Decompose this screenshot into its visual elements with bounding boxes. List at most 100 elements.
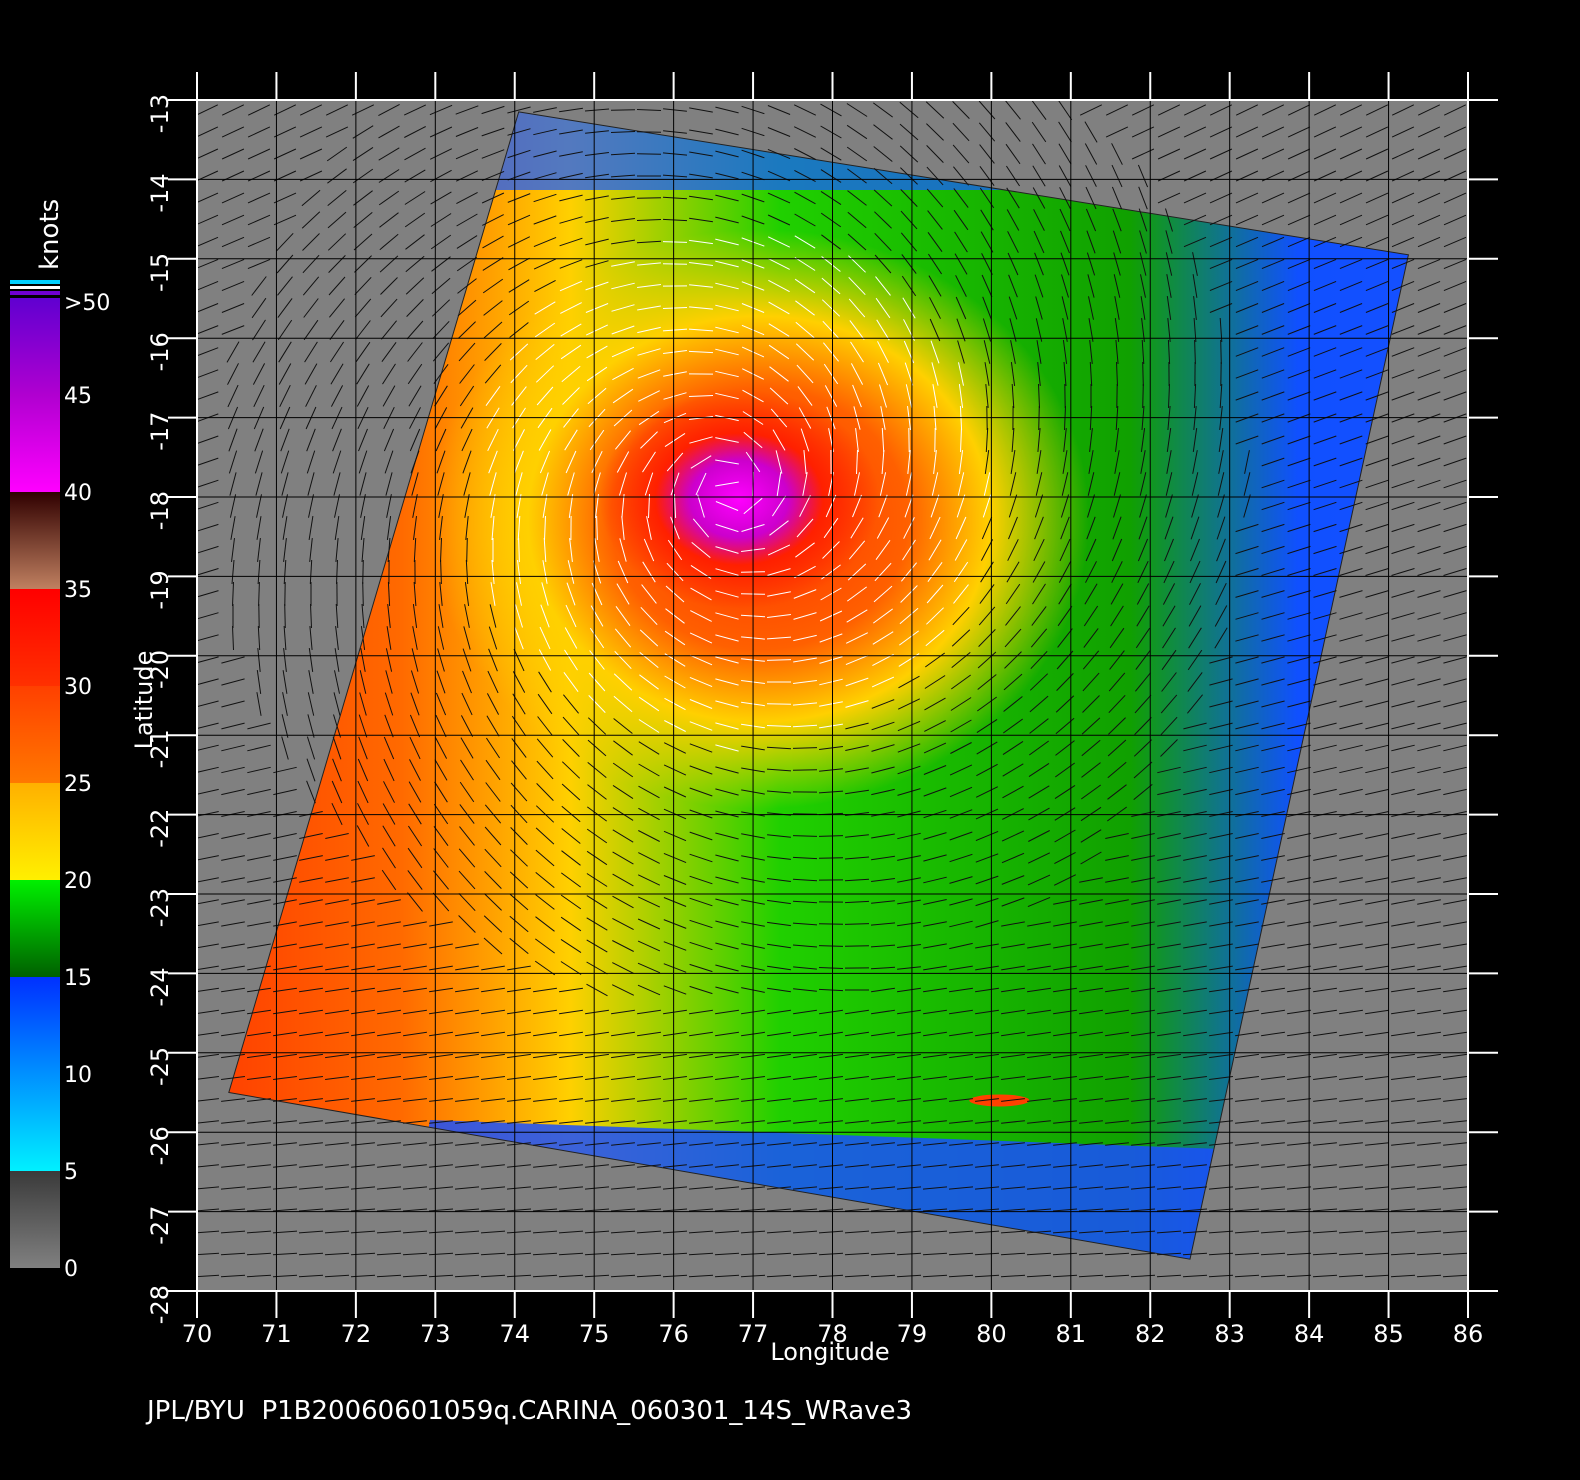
wind-barb: [1313, 104, 1337, 116]
wind-barb: [333, 472, 341, 496]
wind-barb: [335, 538, 339, 562]
wind-barb: [1031, 606, 1047, 626]
wind-barb: [507, 1142, 531, 1146]
wind-barb: [664, 720, 686, 732]
wind-barb: [1057, 100, 1073, 121]
wind-barb: [378, 125, 400, 139]
wind-barb: [1261, 612, 1285, 620]
wind-barb: [490, 494, 496, 518]
wind-barb: [1417, 965, 1441, 971]
wind-barb: [792, 922, 818, 926]
wind-barb: [976, 741, 998, 755]
wind-barb: [1010, 340, 1016, 364]
wind-barb: [1287, 303, 1311, 313]
wind-barb: [273, 1164, 297, 1168]
wind-barb: [1235, 1098, 1259, 1102]
wind-barb: [1053, 1120, 1077, 1124]
wind-barb: [1313, 1076, 1337, 1080]
wind-barb: [585, 195, 609, 201]
wind-barb: [1131, 1076, 1155, 1080]
wind-barb: [899, 101, 919, 119]
wind-barb: [715, 898, 739, 906]
wind-barb: [1261, 656, 1285, 664]
lat-tick-label: -21: [146, 729, 174, 768]
wind-barb: [381, 342, 397, 362]
wind-barb: [247, 1142, 271, 1146]
wind-barb: [507, 171, 531, 181]
wind-barb: [507, 236, 531, 248]
wind-barb: [560, 302, 582, 314]
wind-barb: [298, 1230, 324, 1234]
wind-barb: [535, 849, 555, 867]
wind-barb: [299, 987, 323, 993]
wind-barb: [877, 341, 889, 363]
wind-barb: [1183, 899, 1207, 905]
wind-barb: [506, 1274, 532, 1278]
wind-barb: [975, 1164, 999, 1168]
wind-barb: [440, 559, 442, 585]
wind-barb: [335, 603, 339, 629]
wind-barb: [410, 692, 420, 716]
wind-barb: [1087, 274, 1095, 298]
wind-barb: [613, 673, 633, 691]
wind-barb: [560, 961, 582, 975]
wind-barb: [560, 344, 582, 360]
wind-barb: [1008, 516, 1018, 540]
wind-barb: [437, 472, 445, 496]
wind-barb: [689, 676, 713, 688]
wind-barb: [1443, 148, 1467, 160]
wind-barb: [1235, 943, 1259, 949]
wind-barb: [767, 1076, 791, 1080]
wind-barb: [1313, 1120, 1337, 1124]
wind-barb: [881, 427, 885, 453]
wind-barb: [1443, 1164, 1467, 1168]
wind-barb: [484, 871, 502, 889]
wind-barb: [256, 692, 262, 716]
wind-barb: [509, 938, 529, 954]
wind-barb: [621, 494, 625, 518]
wind-barb: [1313, 126, 1337, 138]
wind-barb: [298, 1208, 324, 1212]
wind-barb: [1028, 830, 1050, 842]
wind-barb: [975, 1009, 999, 1015]
wind-barb: [1089, 361, 1093, 387]
wind-barb: [532, 1252, 558, 1256]
wind-barb: [767, 1098, 791, 1102]
wind-barb: [1111, 561, 1123, 583]
wind-barb: [688, 1208, 714, 1212]
wind-barb: [1002, 740, 1024, 756]
wind-barb: [769, 520, 789, 536]
wind-barb: [1338, 1230, 1364, 1234]
wind-barb: [540, 604, 550, 628]
wind-barb: [1442, 1186, 1468, 1190]
wind-barb: [1417, 811, 1441, 817]
wind-barb: [1339, 303, 1363, 313]
wind-barb: [1365, 811, 1389, 817]
wind-barb: [1157, 148, 1181, 160]
wind-barb: [689, 217, 713, 223]
wind-barb: [689, 306, 713, 310]
wind-barb: [1261, 678, 1285, 686]
wind-barb: [1235, 612, 1259, 620]
wind-barb: [820, 125, 842, 139]
wind-barb: [714, 1208, 740, 1212]
wind-barb: [854, 472, 860, 496]
colorbar-cap-1: [10, 280, 60, 284]
wind-barb: [819, 768, 843, 772]
wind-barb: [1313, 788, 1337, 796]
wind-barb: [403, 104, 427, 116]
lat-tick-label: -19: [146, 570, 174, 609]
wind-barb: [299, 148, 323, 160]
wind-barb: [768, 279, 790, 293]
wind-barb: [950, 697, 972, 711]
wind-barb: [1390, 1252, 1416, 1256]
wind-barb: [1416, 1208, 1442, 1212]
wind-barb: [383, 428, 395, 452]
wind-barb: [1443, 877, 1467, 883]
wind-barb: [1157, 1076, 1181, 1080]
wind-barb: [1391, 788, 1415, 796]
wind-barb: [252, 363, 266, 385]
wind-barb: [273, 1053, 297, 1059]
wind-barb: [1110, 605, 1124, 627]
